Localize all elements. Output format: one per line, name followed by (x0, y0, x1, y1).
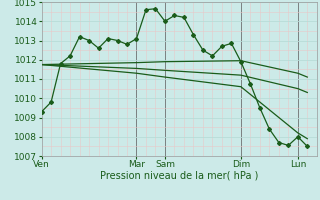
X-axis label: Pression niveau de la mer( hPa ): Pression niveau de la mer( hPa ) (100, 171, 258, 181)
